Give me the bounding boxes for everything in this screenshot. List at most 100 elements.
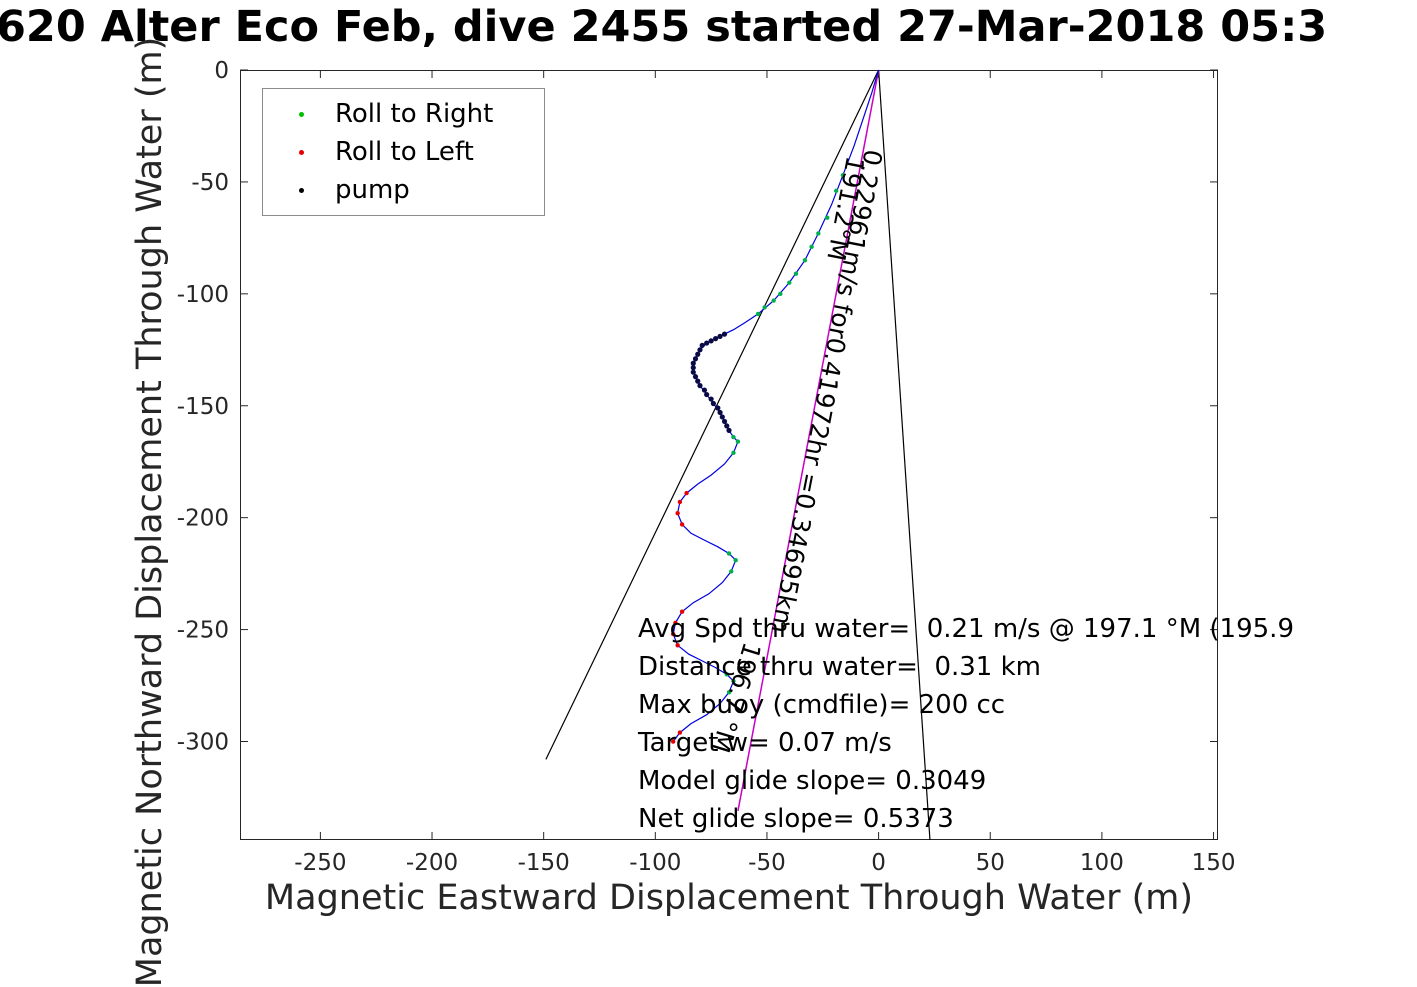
legend-item: Roll to Right <box>263 95 544 133</box>
marker-roll-to-right <box>778 291 783 297</box>
annotation-line: Max buoy (cmdfile)= 200 cc <box>638 690 1006 720</box>
marker-roll-to-right <box>726 690 732 695</box>
x-tick-label: -100 <box>629 850 681 876</box>
marker-pump <box>692 374 699 380</box>
annotation-line: Target w= 0.07 m/s <box>638 728 892 758</box>
marker-pump <box>697 383 703 389</box>
marker-pump <box>697 347 703 353</box>
marker-roll-to-right <box>731 450 736 455</box>
x-axis-label: Magnetic Eastward Displacement Through W… <box>264 878 1194 918</box>
marker-roll-to-right <box>724 672 729 677</box>
marker-roll-to-right <box>735 439 741 444</box>
marker-roll-to-right <box>733 558 738 563</box>
bearing-fan-left-line <box>545 69 880 760</box>
marker-pump <box>699 342 705 348</box>
marker-roll-to-right <box>802 258 808 263</box>
marker-pump <box>713 336 719 342</box>
annotation-line: Model glide slope= 0.3049 <box>638 766 987 796</box>
annotation-line: Distance thru water= 0.31 km <box>638 652 1041 682</box>
x-tick-label: 100 <box>1080 850 1124 876</box>
y-tick-label: 0 <box>214 58 229 84</box>
marker-roll-to-left <box>675 643 680 648</box>
marker-pump <box>719 414 725 420</box>
marker-pump <box>726 427 732 433</box>
marker-roll-to-right <box>771 298 776 303</box>
marker-pump <box>708 338 714 344</box>
rotated-track-label: 0.22961m/s for0.41972hr =0.34695km <box>765 147 887 636</box>
marker-roll-to-left <box>677 499 683 505</box>
desired-track-line <box>737 69 880 812</box>
legend-marker-dot-icon <box>273 187 329 193</box>
marker-pump <box>701 387 708 393</box>
legend-marker-dot-icon <box>273 111 329 117</box>
x-tick-label: -250 <box>294 850 346 876</box>
marker-pump <box>690 369 696 375</box>
x-tick-label: -50 <box>748 850 786 876</box>
legend-item: pump <box>263 171 544 209</box>
marker-roll-to-left <box>677 730 683 735</box>
legend-item-label: Roll to Right <box>335 99 494 129</box>
marker-roll-to-right <box>816 231 821 236</box>
marker-roll-to-right <box>825 215 830 220</box>
marker-roll-to-right <box>809 244 814 250</box>
marker-pump <box>717 409 723 416</box>
marker-pump <box>715 405 721 411</box>
chart-title: 620 Alter Eco Feb, dive 2455 started 27-… <box>0 2 1328 52</box>
marker-roll-to-right <box>729 569 734 574</box>
marker-roll-to-right <box>793 271 799 276</box>
marker-pump <box>704 340 710 346</box>
y-tick-label: -200 <box>177 506 229 532</box>
marker-roll-to-right <box>726 551 732 556</box>
marker-roll-to-right <box>840 173 846 178</box>
legend-item-label: pump <box>335 175 410 205</box>
marker-pump <box>704 391 710 398</box>
marker-roll-to-right <box>755 311 761 317</box>
marker-roll-to-left <box>670 739 676 744</box>
x-tick-label: 150 <box>1192 850 1236 876</box>
marker-pump <box>724 423 730 429</box>
marker-pump <box>690 365 696 371</box>
marker-roll-to-left <box>684 490 689 496</box>
marker-pump <box>695 351 701 357</box>
legend-item: Roll to Left <box>263 133 544 171</box>
marker-roll-to-right <box>762 305 767 310</box>
annotation-line: Net glide slope= 0.5373 <box>638 804 954 834</box>
marker-roll-to-right <box>833 188 839 194</box>
plot-canvas: -250 -200 -150 -100 -50 0 50 100 150 0 -50 -100 -150… <box>177 58 1236 876</box>
dive-track-line <box>672 69 880 742</box>
x-tick-label: -150 <box>518 850 570 876</box>
marker-pump <box>690 360 696 366</box>
x-tick-label: 0 <box>871 850 886 876</box>
y-axis-label: Magnetic Northward Displacement Through … <box>130 36 170 987</box>
marker-roll-to-right <box>731 678 736 684</box>
y-tick-label: -100 <box>177 282 229 308</box>
marker-pump <box>695 378 701 384</box>
y-tick-label: -250 <box>177 618 229 644</box>
legend-item-label: Roll to Left <box>335 137 474 167</box>
bearing-fan-right-line <box>878 69 931 841</box>
marker-pump <box>721 331 728 337</box>
axes-box <box>240 70 1218 840</box>
marker-pump <box>692 356 699 362</box>
marker-pump <box>721 418 728 425</box>
marker-roll-to-left <box>675 510 680 516</box>
y-tick-label: -50 <box>191 170 229 196</box>
x-tick-label: -200 <box>406 850 458 876</box>
marker-pump <box>710 400 716 407</box>
marker-pump <box>708 396 714 402</box>
marker-roll-to-left <box>670 631 676 637</box>
y-tick-label: -150 <box>177 394 229 420</box>
x-tick-label: 50 <box>976 850 1005 876</box>
marker-roll-to-left <box>679 522 685 527</box>
marker-roll-to-left <box>673 620 678 626</box>
y-tick-label: -300 <box>177 730 229 756</box>
marker-roll-to-left <box>679 609 685 614</box>
marker-pump <box>717 333 723 339</box>
legend-box: Roll to Right Roll to Left pump <box>262 88 545 216</box>
marker-roll-to-right <box>731 434 736 440</box>
annotation-block: Avg Spd thru water= 0.21 m/s @ 197.1 °M … <box>638 610 1294 838</box>
legend-marker-dot-icon <box>273 149 329 155</box>
plot-area: -250 -200 -150 -100 -50 0 50 100 150 0 -50 -100 -150… <box>177 58 1236 876</box>
annotation-line: Avg Spd thru water= 0.21 m/s @ 197.1 °M … <box>638 614 1294 644</box>
marker-roll-to-right <box>787 280 792 285</box>
